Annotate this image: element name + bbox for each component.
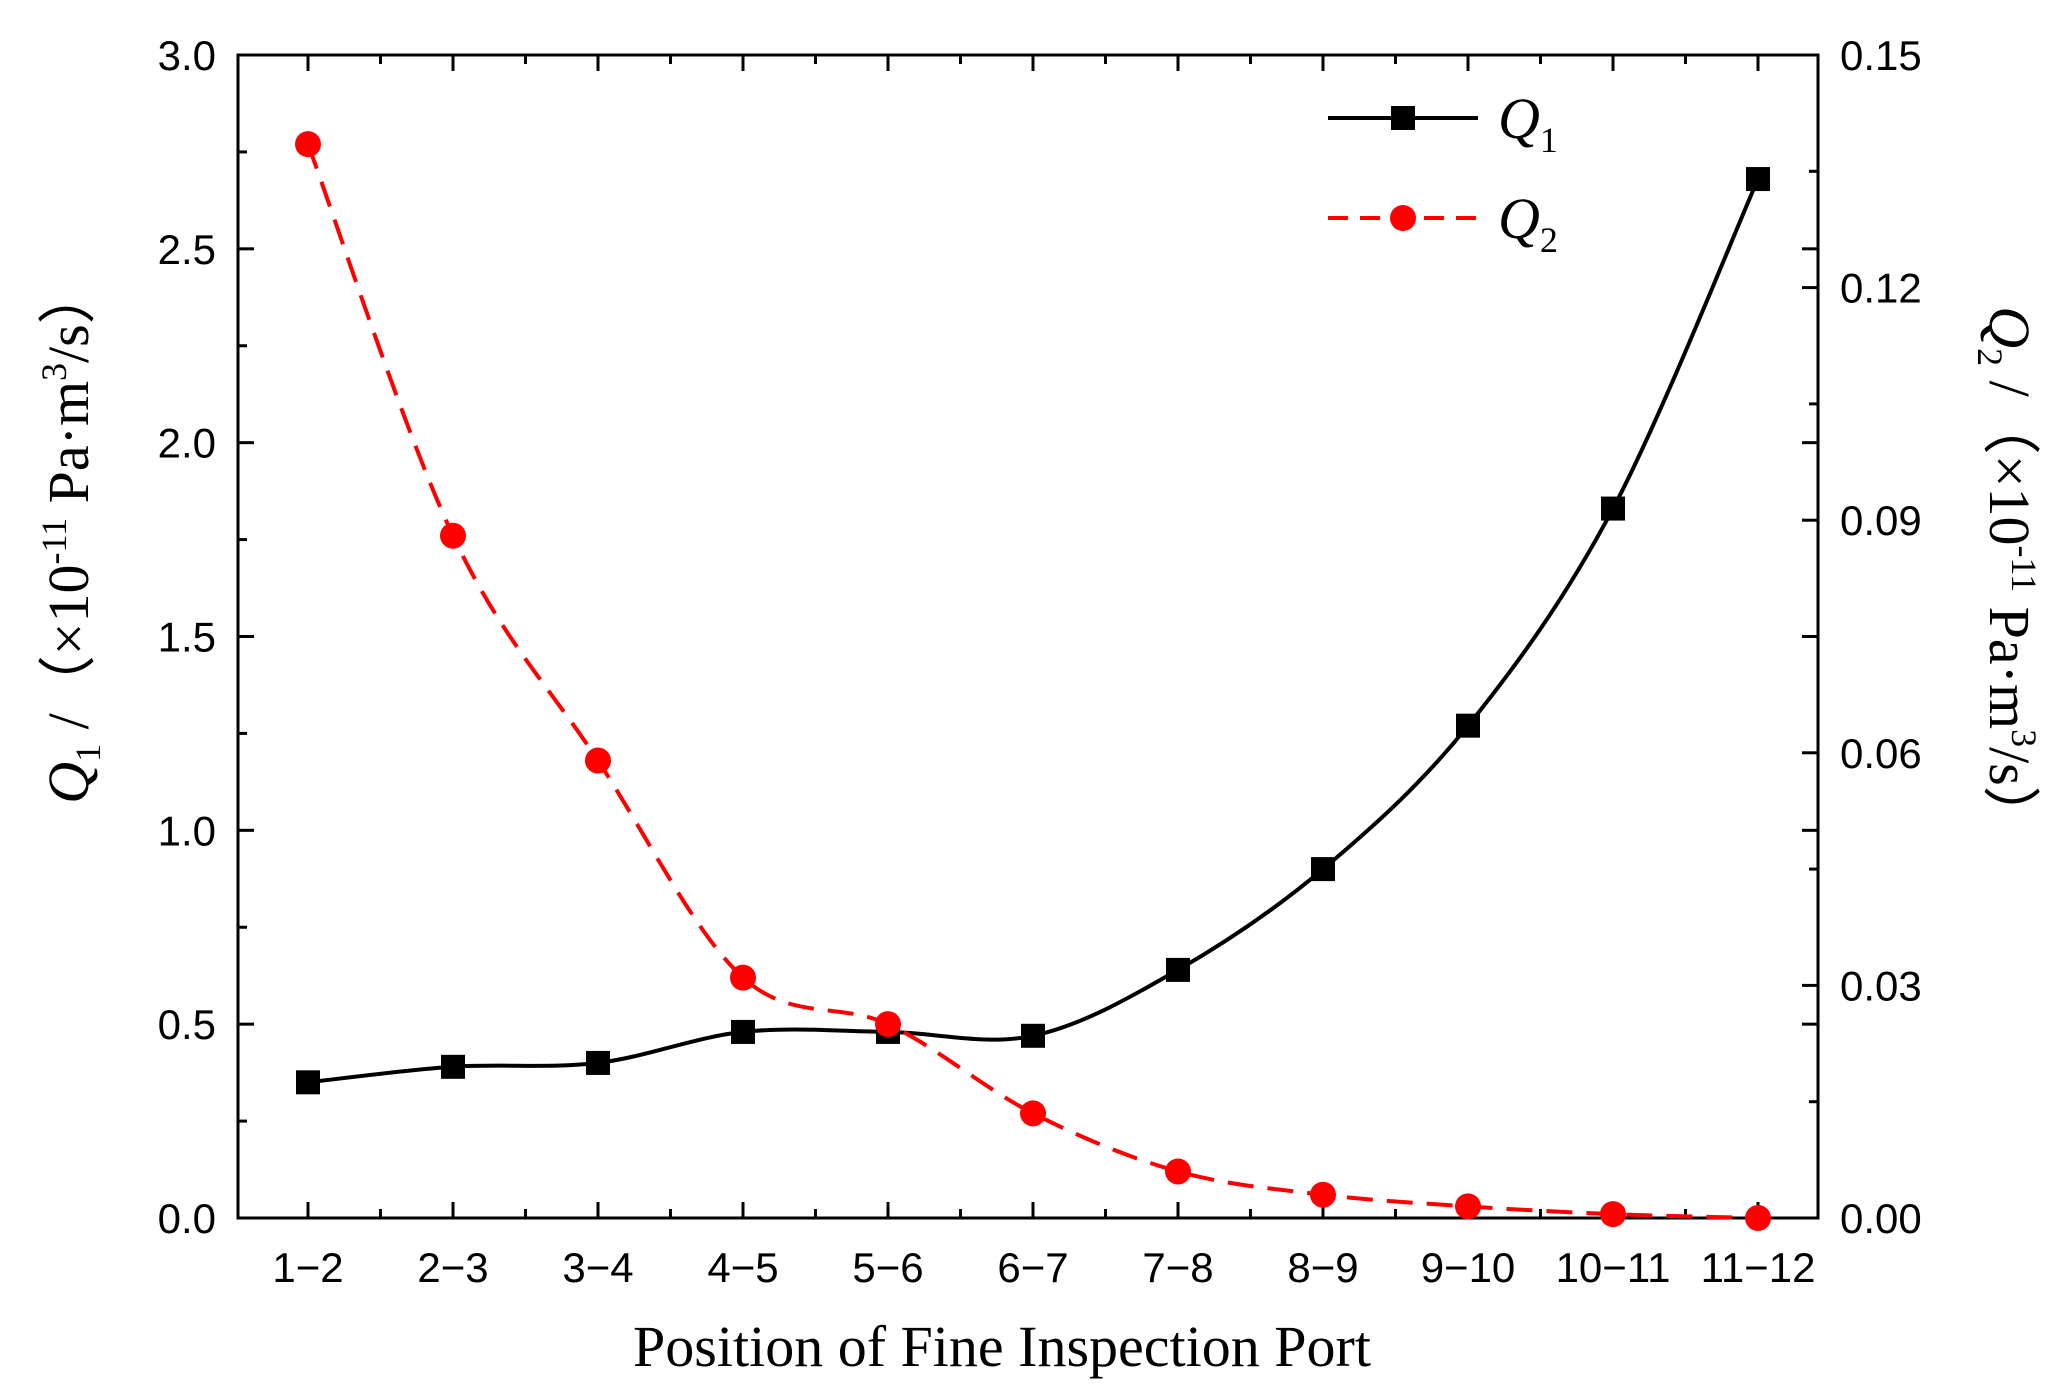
data-point-q2 <box>1600 1201 1626 1228</box>
data-point-q1 <box>1311 857 1335 882</box>
legend-label-q2: Q2 <box>1498 186 1558 260</box>
data-point-q1 <box>1746 167 1770 192</box>
legend-label-symbol: Q <box>1498 86 1540 151</box>
left-axis-ticks: 0.0 0.5 1.0 1.5 2.0 2.5 3.0 <box>158 32 1818 1242</box>
data-point-q2 <box>440 522 466 549</box>
x-tick-label: 2−3 <box>417 1244 488 1291</box>
data-point-q2 <box>1165 1158 1191 1185</box>
data-point-q2 <box>730 964 756 991</box>
right-tick-label: 0.15 <box>1840 32 1922 79</box>
data-point-q2 <box>1745 1205 1771 1231</box>
left-axis-label-exp2: 3 <box>34 363 74 381</box>
right-axis-label-unit-post: /s） <box>1977 747 2042 844</box>
data-point-q1 <box>1021 1023 1045 1048</box>
legend-label-subscript: 2 <box>1540 220 1558 260</box>
right-axis-label-unit-pre: /（×10 <box>1977 366 2042 545</box>
right-axis-ticks: 0.00 0.03 0.06 0.09 0.12 0.15 <box>1802 32 1922 1242</box>
x-tick-label: 7−8 <box>1142 1244 1213 1291</box>
left-axis-label: Q1 /（×10-11 Pa·m3/s） <box>34 266 108 804</box>
data-point-q2 <box>1310 1181 1336 1208</box>
legend-label-q1: Q1 <box>1498 86 1558 160</box>
data-point-q2 <box>875 1011 901 1038</box>
series-line-q1 <box>307 178 1760 1085</box>
left-tick-label: 0.5 <box>158 1001 216 1048</box>
data-point-q2 <box>295 131 321 158</box>
left-tick-label: 2.0 <box>158 420 216 467</box>
data-point-q2 <box>1455 1193 1481 1220</box>
left-axis-label-exp: -11 <box>34 518 74 565</box>
left-axis-label-subscript: 1 <box>68 744 108 762</box>
x-tick-label: 3−4 <box>562 1244 633 1291</box>
data-point-q1 <box>731 1019 755 1044</box>
left-tick-label: 1.5 <box>158 614 216 661</box>
left-axis-label-unit-pre: /（×10 <box>36 565 101 744</box>
data-point-q1 <box>1166 957 1190 982</box>
series-group <box>295 131 1771 1231</box>
x-tick-label: 9−10 <box>1421 1244 1516 1291</box>
x-tick-label: 8−9 <box>1287 1244 1358 1291</box>
data-point-q1 <box>586 1050 610 1075</box>
data-point-q1 <box>1601 496 1625 521</box>
right-tick-label: 0.12 <box>1840 265 1922 312</box>
left-tick-label: 3.0 <box>158 32 216 79</box>
data-point-q1 <box>296 1070 320 1095</box>
x-tick-label: 11−12 <box>1701 1244 1816 1291</box>
left-axis-label-unit-post: /s） <box>36 266 101 363</box>
right-tick-label: 0.06 <box>1840 730 1922 777</box>
legend-label-subscript: 1 <box>1540 120 1558 160</box>
left-axis-label-symbol: Q <box>36 762 101 804</box>
data-point-q1 <box>1456 713 1480 738</box>
right-axis-label-symbol: Q <box>1977 306 2042 348</box>
right-axis-label-subscript: 2 <box>1970 348 2010 366</box>
left-tick-label: 0.0 <box>158 1195 216 1242</box>
x-tick-label: 6−7 <box>997 1244 1068 1291</box>
data-point-q1 <box>441 1054 465 1079</box>
right-tick-label: 0.00 <box>1840 1195 1922 1242</box>
x-tick-label: 4−5 <box>707 1244 778 1291</box>
data-point-q2 <box>1020 1100 1046 1127</box>
right-tick-label: 0.09 <box>1840 497 1922 544</box>
left-axis-label-unit-mid: Pa·m <box>36 381 101 518</box>
left-tick-label: 1.0 <box>158 807 216 854</box>
right-axis-label-unit-mid: Pa·m <box>1977 592 2042 729</box>
series-line-q2 <box>306 143 1759 1220</box>
x-tick-label: 1−2 <box>272 1244 343 1291</box>
right-axis-label-exp2: 3 <box>2004 729 2044 747</box>
right-axis-label: Q2 /（×10-11 Pa·m3/s） <box>1970 306 2044 844</box>
left-tick-label: 2.5 <box>158 226 216 273</box>
legend-marker-q2 <box>1390 205 1416 231</box>
x-tick-label: 10−11 <box>1556 1244 1671 1291</box>
legend-label-symbol: Q <box>1498 186 1540 251</box>
legend-marker-q1 <box>1391 106 1415 130</box>
x-axis-label: Position of Fine Inspection Port <box>633 1314 1371 1379</box>
x-tick-label: 5−6 <box>852 1244 923 1291</box>
x-axis-ticks: 1−2 2−3 3−4 4−5 5−6 6−7 7−8 8−9 9−10 10−11 11−12 <box>272 55 1815 1291</box>
data-point-q2 <box>585 747 611 774</box>
right-axis-label-exp: -11 <box>2004 545 2044 592</box>
right-tick-label: 0.03 <box>1840 962 1922 1009</box>
